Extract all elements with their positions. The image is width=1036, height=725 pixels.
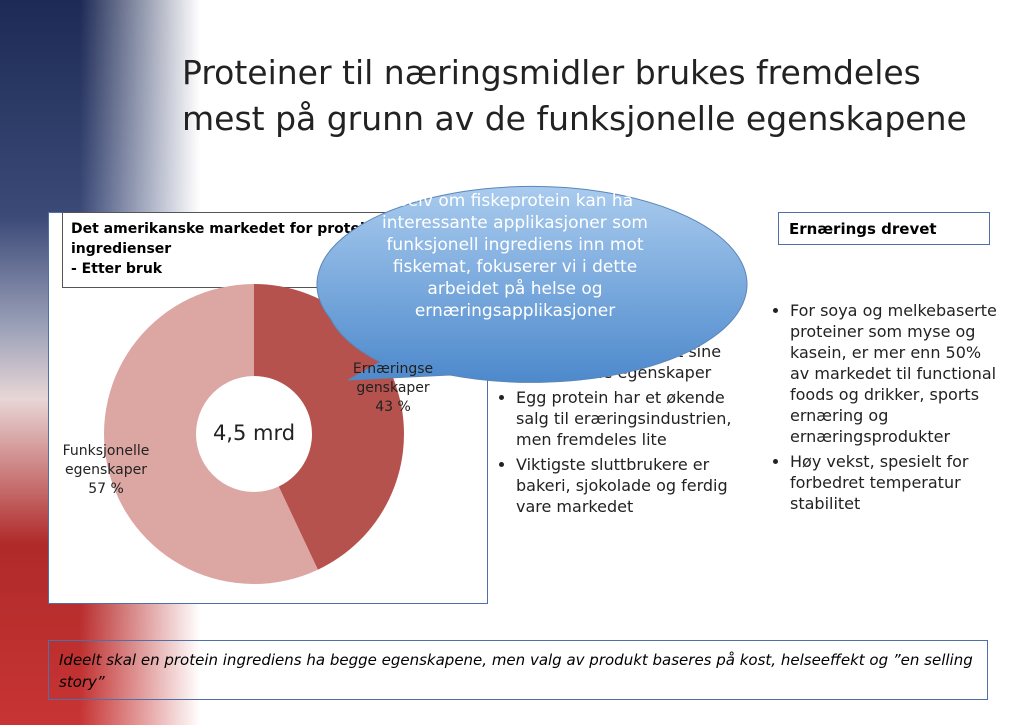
slide: Proteiner til næringsmidler brukes fremd…: [0, 0, 1036, 725]
slice-value: 57 %: [58, 480, 154, 499]
chart: 4,5 mrd: [0, 0, 1036, 725]
footer-note: Ideelt skal en protein ingrediens ha beg…: [48, 640, 988, 700]
slice-name: Ernæringsegenskaper: [352, 360, 434, 398]
callout-text: Selv om fiskeprotein kan ha interessante…: [355, 190, 675, 322]
slice-name: Funksjonelle egenskaper: [58, 442, 154, 480]
center-label: 4,5 mrd: [213, 421, 295, 445]
slice-value: 43 %: [352, 398, 434, 417]
